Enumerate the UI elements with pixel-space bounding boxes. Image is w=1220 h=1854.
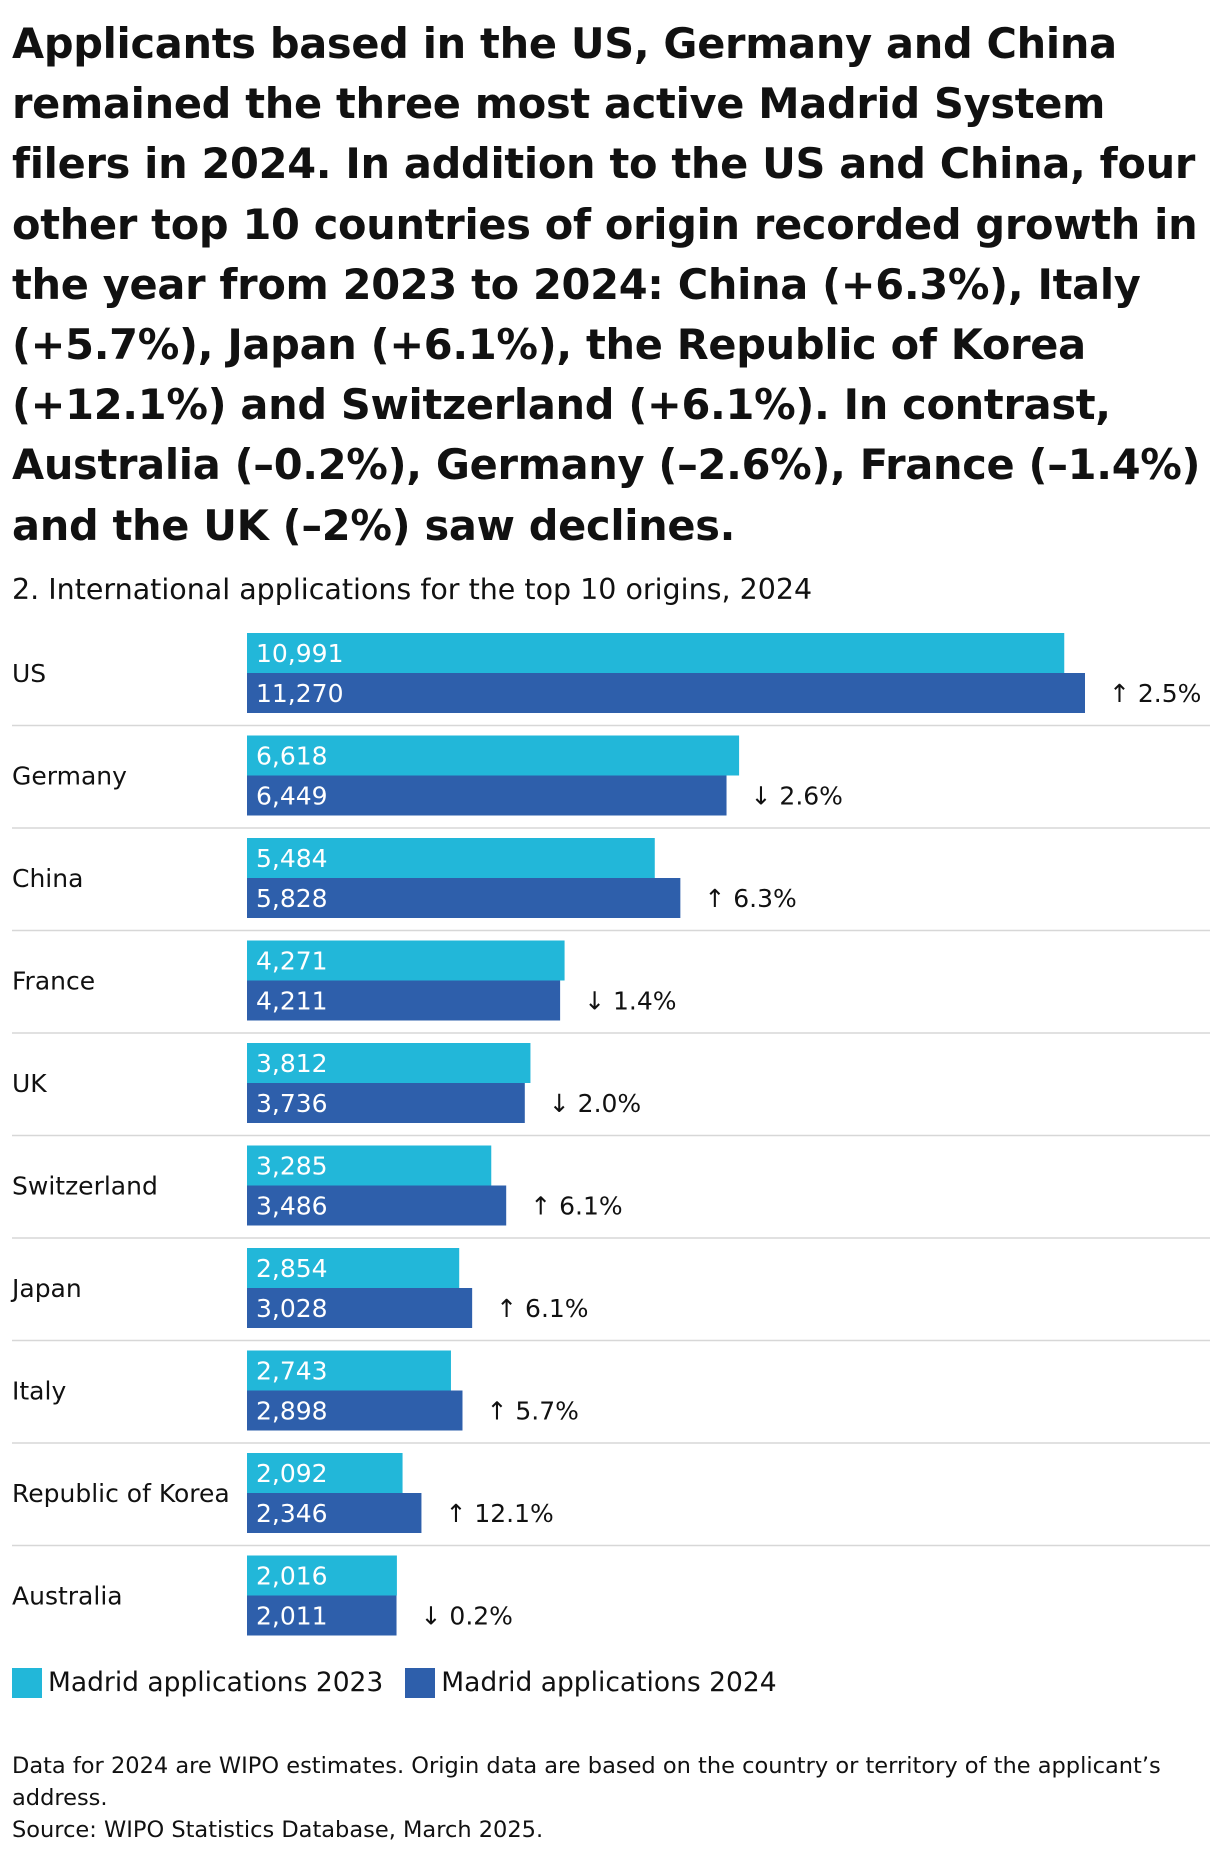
bar-us-2024 bbox=[247, 673, 1085, 713]
category-label-us: US bbox=[12, 659, 46, 688]
bar-label-china-2024: 5,828 bbox=[256, 884, 328, 913]
bar-japan-2023 bbox=[247, 1248, 460, 1288]
growth-label-germany: ↓ 2.6% bbox=[751, 782, 843, 811]
bar-france-2024 bbox=[247, 980, 561, 1021]
bar-label-japan-2023: 2,854 bbox=[256, 1254, 328, 1283]
bar-label-australia-2023: 2,016 bbox=[256, 1562, 328, 1591]
bar-uk-2023 bbox=[247, 1043, 531, 1083]
bar-label-switzerland-2023: 3,285 bbox=[256, 1152, 328, 1181]
bar-japan-2024 bbox=[247, 1288, 473, 1328]
category-label-italy: Italy bbox=[12, 1377, 66, 1406]
growth-label-australia: ↓ 0.2% bbox=[421, 1602, 513, 1631]
bar-label-uk-2024: 3,736 bbox=[256, 1089, 328, 1118]
legend-item-2024: Madrid applications 2024 bbox=[405, 1665, 777, 1701]
chart-title: 2. International applications for the to… bbox=[12, 573, 813, 606]
bar-label-france-2024: 4,211 bbox=[256, 987, 328, 1016]
bar-france-2023 bbox=[247, 940, 565, 981]
legend-item-2023: Madrid applications 2023 bbox=[12, 1665, 383, 1701]
legend-label-2023: Madrid applications 2023 bbox=[48, 1667, 384, 1698]
headline: Applicants based in the US, Germany and … bbox=[12, 19, 1201, 550]
growth-label-france: ↓ 1.4% bbox=[584, 987, 676, 1016]
footnote-source: Source: WIPO Statistics Database, March … bbox=[12, 1817, 544, 1843]
growth-label-republic-of-korea: ↑ 12.1% bbox=[445, 1499, 553, 1528]
bar-label-switzerland-2024: 3,486 bbox=[256, 1192, 328, 1221]
growth-label-switzerland: ↑ 6.1% bbox=[530, 1192, 622, 1221]
growth-label-japan: ↑ 6.1% bbox=[496, 1294, 588, 1323]
bar-label-china-2023: 5,484 bbox=[256, 844, 328, 873]
bar-republic-of-korea-2023 bbox=[247, 1453, 403, 1493]
bar-label-italy-2024: 2,898 bbox=[256, 1397, 328, 1426]
bar-switzerland-2024 bbox=[247, 1185, 507, 1226]
bar-switzerland-2023 bbox=[247, 1145, 492, 1186]
footnote: Data for 2024 are WIPO estimates. Origin… bbox=[12, 1750, 1202, 1846]
bar-china-2024 bbox=[247, 878, 681, 918]
bar-label-republic-of-korea-2024: 2,346 bbox=[256, 1499, 328, 1528]
category-label-japan: Japan bbox=[10, 1274, 82, 1303]
legend-label-2024: Madrid applications 2024 bbox=[441, 1667, 777, 1698]
bar-uk-2024 bbox=[247, 1083, 525, 1123]
bar-label-france-2023: 4,271 bbox=[256, 947, 328, 976]
bar-label-australia-2024: 2,011 bbox=[256, 1602, 328, 1631]
bar-republic-of-korea-2024 bbox=[247, 1493, 422, 1533]
footnote-note: Data for 2024 are WIPO estimates. Origin… bbox=[12, 1753, 1161, 1811]
bar-label-germany-2023: 6,618 bbox=[256, 742, 328, 771]
bar-germany-2024 bbox=[247, 775, 727, 816]
growth-label-italy: ↑ 5.7% bbox=[486, 1397, 578, 1426]
legend-swatch-2023 bbox=[12, 1668, 42, 1698]
legend-swatch-2024 bbox=[405, 1668, 436, 1698]
bar-label-republic-of-korea-2023: 2,092 bbox=[256, 1459, 328, 1488]
growth-label-uk: ↓ 2.0% bbox=[549, 1089, 641, 1118]
bar-italy-2024 bbox=[247, 1390, 463, 1431]
category-label-australia: Australia bbox=[12, 1582, 123, 1611]
bar-label-italy-2023: 2,743 bbox=[256, 1357, 328, 1386]
growth-label-china: ↑ 6.3% bbox=[704, 884, 796, 913]
bar-chart: US 10,991 11,270 ↑ 2.5% Germany 6,618 6,449 ↓ 2… bbox=[10, 633, 1210, 1636]
bar-label-germany-2024: 6,449 bbox=[256, 782, 328, 811]
category-label-republic-of-korea: Republic of Korea bbox=[12, 1479, 230, 1508]
category-label-china: China bbox=[12, 864, 83, 893]
bar-label-us-2023: 10,991 bbox=[256, 639, 343, 668]
chart-legend: Madrid applications 2023 Madrid applicat… bbox=[12, 1665, 799, 1701]
bar-label-japan-2024: 3,028 bbox=[256, 1294, 328, 1323]
bar-germany-2023 bbox=[247, 735, 740, 776]
growth-label-us: ↑ 2.5% bbox=[1109, 679, 1201, 708]
category-label-uk: UK bbox=[12, 1069, 47, 1098]
category-label-switzerland: Switzerland bbox=[12, 1172, 158, 1201]
bar-australia-2024 bbox=[247, 1595, 397, 1636]
category-label-france: France bbox=[12, 967, 95, 996]
bar-label-uk-2023: 3,812 bbox=[256, 1049, 328, 1078]
bar-italy-2023 bbox=[247, 1350, 451, 1391]
bar-australia-2023 bbox=[247, 1555, 397, 1596]
bar-label-us-2024: 11,270 bbox=[256, 679, 343, 708]
bar-us-2023 bbox=[247, 633, 1065, 673]
category-label-germany: Germany bbox=[12, 762, 127, 791]
bar-china-2023 bbox=[247, 838, 655, 878]
